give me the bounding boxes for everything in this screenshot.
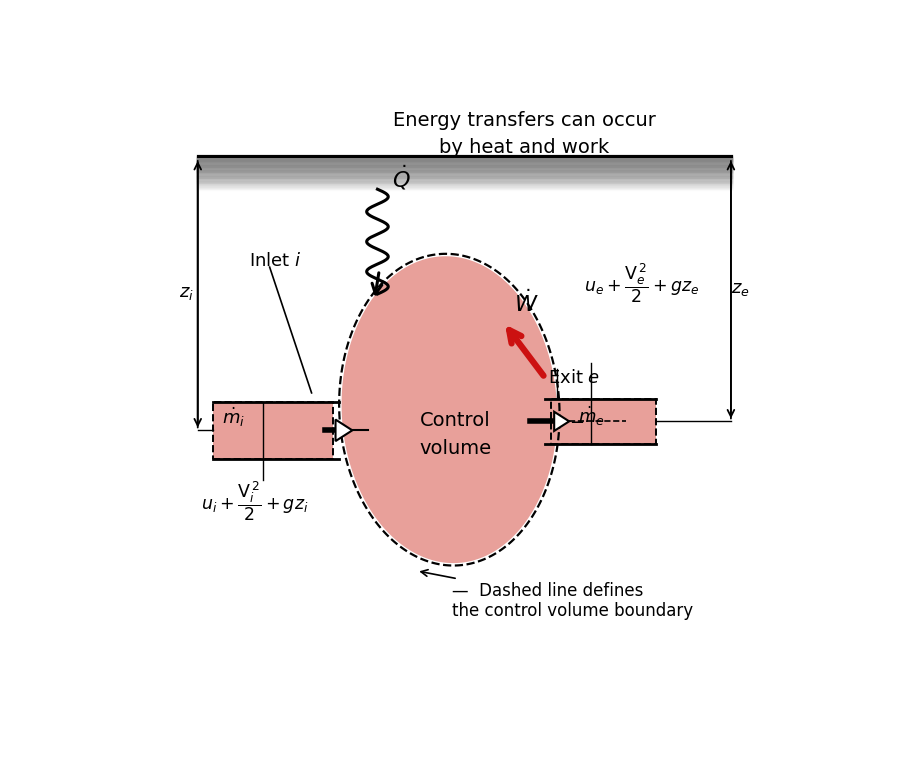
Text: $\dot{W}$: $\dot{W}$ — [514, 289, 539, 316]
Text: —  Dashed line defines
the control volume boundary: — Dashed line defines the control volume… — [421, 569, 693, 620]
Text: $\dot{m}_e$: $\dot{m}_e$ — [578, 405, 605, 428]
Bar — [551, 399, 656, 443]
Polygon shape — [339, 254, 560, 566]
Text: $z_e$: $z_e$ — [730, 280, 749, 298]
Bar — [213, 402, 333, 459]
Bar — [551, 399, 656, 443]
Text: $u_e + \dfrac{\mathrm{V}_e^{\,2}}{2} + gz_e$: $u_e + \dfrac{\mathrm{V}_e^{\,2}}{2} + g… — [584, 261, 699, 305]
Text: Inlet $i$: Inlet $i$ — [248, 252, 301, 270]
Text: $z_i$: $z_i$ — [179, 284, 195, 303]
Polygon shape — [335, 419, 352, 441]
Text: Energy transfers can occur
by heat and work: Energy transfers can occur by heat and w… — [393, 111, 656, 157]
Polygon shape — [554, 412, 569, 431]
Text: $\dot{m}_i$: $\dot{m}_i$ — [222, 406, 245, 429]
Text: $u_i + \dfrac{\mathrm{V}_i^{\,2}}{2} + gz_i$: $u_i + \dfrac{\mathrm{V}_i^{\,2}}{2} + g… — [201, 480, 308, 524]
Text: Exit $e$: Exit $e$ — [548, 369, 601, 387]
Text: Control
volume: Control volume — [419, 412, 491, 458]
Text: $-$: $-$ — [569, 412, 584, 430]
Text: $\dot{Q}$: $\dot{Q}$ — [392, 163, 411, 191]
Bar — [213, 402, 333, 459]
